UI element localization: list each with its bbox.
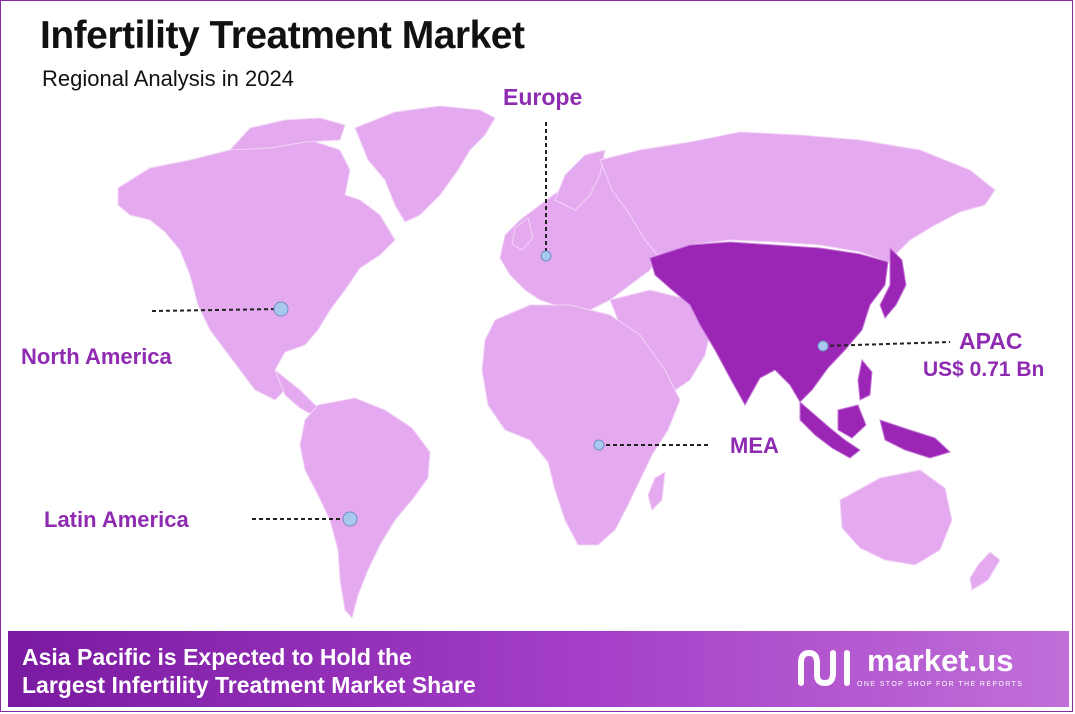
footer-line-2: Largest Infertility Treatment Market Sha… xyxy=(22,672,476,698)
europe-label: Europe xyxy=(503,84,583,110)
north-america-marker xyxy=(273,301,289,317)
landmass-north-asia xyxy=(599,131,996,263)
landmass-japan xyxy=(879,246,907,319)
landmass-south-america xyxy=(299,397,431,620)
apac-region xyxy=(649,241,951,459)
latin-america-label: Latin America xyxy=(44,507,189,532)
leader-lines xyxy=(151,122,951,520)
mea-marker xyxy=(593,439,605,451)
page-title: Infertility Treatment Market xyxy=(40,14,525,57)
landmass-north-america xyxy=(117,139,396,401)
europe-marker xyxy=(540,250,552,262)
landmass-arctic-islands xyxy=(228,117,346,151)
landmass-greenland xyxy=(354,105,496,223)
brand-name: market.us xyxy=(867,643,1014,678)
landmass-indonesia-east xyxy=(879,419,951,459)
footer-message: Asia Pacific is Expected to Hold the Lar… xyxy=(22,643,476,699)
footer-banner: Asia Pacific is Expected to Hold the Lar… xyxy=(8,631,1069,707)
apac-label: APAC xyxy=(959,328,1023,354)
footer-line-1: Asia Pacific is Expected to Hold the xyxy=(22,644,412,670)
north-america-leader-line xyxy=(151,308,282,312)
landmass-australia xyxy=(839,469,953,566)
region-markers xyxy=(273,250,829,527)
world-map xyxy=(117,105,1001,620)
landmass-apac-mainland xyxy=(649,241,889,407)
market-us-logo-icon xyxy=(798,650,850,686)
apac-value: US$ 0.71 Bn xyxy=(923,358,1045,381)
brand-logo: market.us ONE STOP SHOP FOR THE REPORTS xyxy=(789,643,1039,695)
page-subtitle: Regional Analysis in 2024 xyxy=(42,66,294,91)
land-masses xyxy=(117,105,1001,620)
mea-label: MEA xyxy=(730,433,779,458)
apac-marker xyxy=(817,340,829,352)
landmass-southeast-asia xyxy=(799,400,861,459)
north-america-label: North America xyxy=(21,344,172,369)
latin-america-marker xyxy=(342,511,358,527)
landmass-new-zealand xyxy=(969,551,1001,591)
landmass-africa xyxy=(481,304,681,546)
brand-tagline: ONE STOP SHOP FOR THE REPORTS xyxy=(857,681,1024,688)
landmass-madagascar xyxy=(647,471,666,511)
apac-leader-line xyxy=(822,341,951,347)
landmass-philippines xyxy=(857,358,873,401)
landmass-borneo xyxy=(837,404,867,439)
landmass-uk xyxy=(511,217,534,251)
